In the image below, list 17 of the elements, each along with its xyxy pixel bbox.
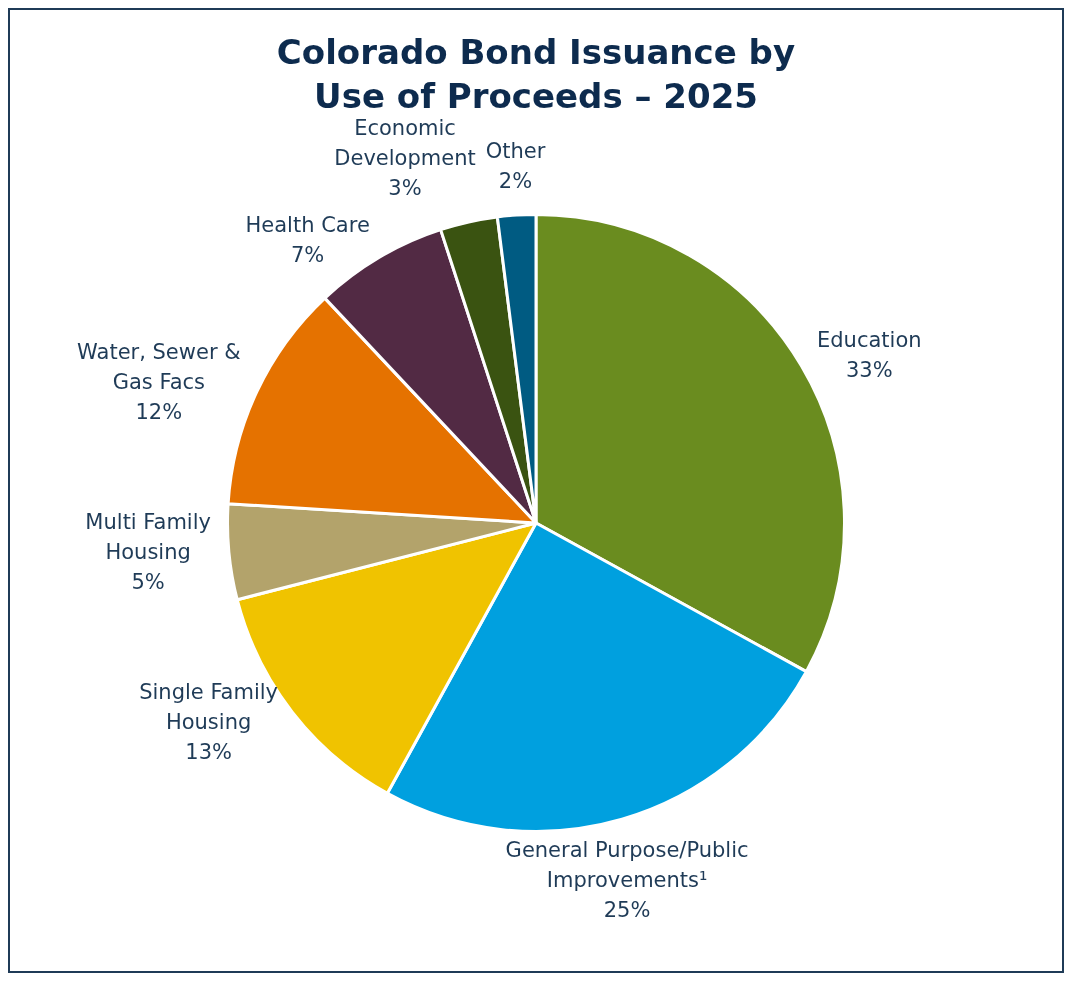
data-label: 33%	[845, 358, 893, 383]
slice-label: Other	[485, 138, 546, 163]
chart-title: Colorado Bond Issuance by Use of Proceeds – 2025	[275, 31, 797, 118]
slice-label: Water, Sewer & Gas Facs	[77, 340, 241, 395]
slice-label: General Purpose/Public Improvements¹	[505, 837, 749, 892]
data-label: 5%	[131, 570, 165, 595]
data-label: 25%	[603, 897, 651, 922]
data-label: 2%	[498, 168, 533, 193]
slice-label: Economic Development	[334, 115, 476, 170]
data-label: 13%	[185, 739, 232, 764]
data-label: 12%	[135, 400, 183, 425]
slice-label: Health Care	[245, 213, 370, 238]
slice-label: Single Family Housing	[139, 679, 279, 734]
data-label: 3%	[388, 175, 422, 200]
slice-label: Multi Family Housing	[85, 510, 211, 565]
slice-label: Education	[817, 328, 922, 353]
data-label: 7%	[291, 243, 325, 268]
